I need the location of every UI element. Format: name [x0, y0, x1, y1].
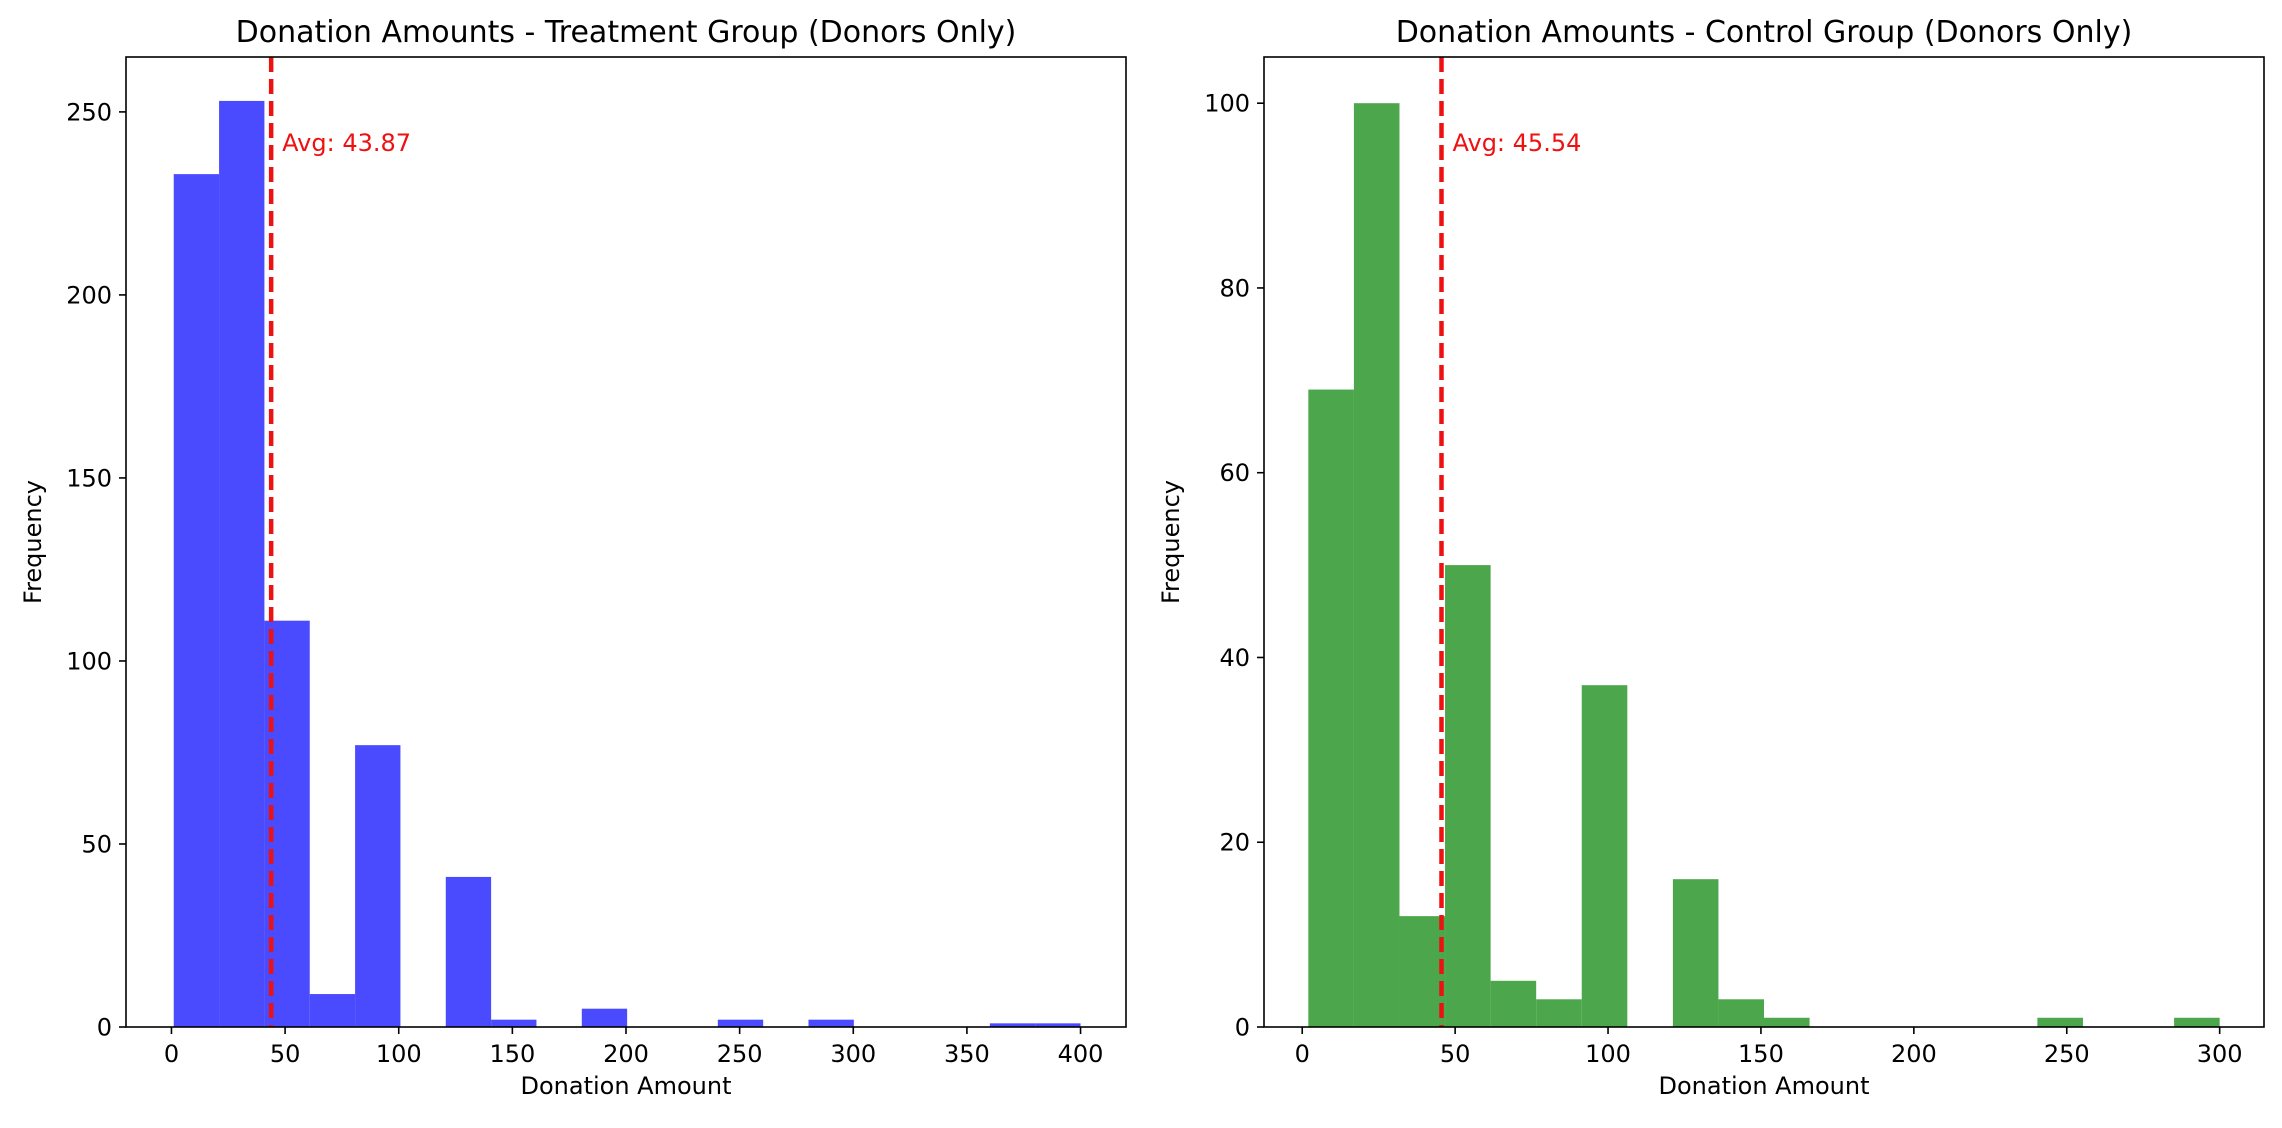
chart-2-bar-3	[1399, 916, 1446, 1027]
chart-2-bar-9	[1672, 879, 1719, 1027]
chart-2-bar-10	[1718, 999, 1764, 1027]
chart-1-x-tick-label-1: 0	[164, 1040, 179, 1068]
chart-1-x-tick-label-9: 400	[1058, 1040, 1104, 1068]
chart-1-bar-10	[581, 1008, 628, 1027]
chart-1-bar-13	[717, 1019, 764, 1027]
chart-2-bar-17	[2037, 1017, 2083, 1027]
chart-1-x-tick-label-6: 250	[717, 1040, 763, 1068]
chart-2-x-tick-label-2: 50	[1440, 1040, 1471, 1068]
chart-1-y-tick-label-4: 150	[66, 464, 112, 492]
chart-2-bars	[1308, 103, 2220, 1027]
chart-1-y-tick-label-2: 50	[81, 830, 112, 858]
chart-1-bar-15	[808, 1019, 854, 1027]
chart-1-x-tick-label-4: 150	[489, 1040, 535, 1068]
chart-1-y-tick-label-3: 100	[66, 647, 112, 675]
chart-2-bar-4	[1445, 565, 1491, 1027]
chart-2-x-tick-label-7: 300	[2197, 1040, 2243, 1068]
chart-2-title: Donation Amounts - Control Group (Donors…	[1396, 15, 2133, 50]
chart-1-x-tick-label-3: 100	[376, 1040, 422, 1068]
chart-2-x-tick-label-1: 0	[1295, 1040, 1310, 1068]
chart-2-bar-6	[1536, 999, 1582, 1027]
chart-1-y-tick-label-5: 200	[66, 281, 112, 309]
chart-2-y-tick-label-4: 60	[1219, 459, 1250, 487]
chart-1-bars	[173, 100, 1081, 1028]
chart-1-bar-4	[309, 994, 356, 1027]
chart-1-y-axis-label: Frequency	[19, 480, 47, 604]
chart-2: Avg: 45.54 0 50 100 150 200 250 300 0 20 40 60 80 100…	[1157, 15, 2265, 1100]
chart-2-bar-20	[2174, 1017, 2220, 1027]
chart-1-bar-5	[355, 745, 401, 1027]
chart-2-y-axis-label: Frequency	[1157, 480, 1185, 604]
chart-1-y-tick-label-6: 250	[66, 98, 112, 126]
chart-2-bar-1	[1308, 389, 1354, 1027]
chart-2-mean-label: Avg: 45.54	[1452, 129, 1581, 157]
chart-1-bar-8	[491, 1019, 537, 1027]
chart-1-bar-2	[219, 100, 265, 1028]
chart-1-bar-19	[989, 1023, 1036, 1027]
chart-2-x-tick-label-6: 250	[2044, 1040, 2090, 1068]
chart-1-x-tick-label-5: 200	[603, 1040, 649, 1068]
chart-1-x-tick-label-2: 50	[270, 1040, 301, 1068]
chart-1-bar-7	[445, 876, 492, 1027]
chart-1-mean-label: Avg: 43.87	[282, 129, 411, 157]
chart-1-y-tick-label-1: 0	[97, 1014, 112, 1042]
chart-1-bar-20	[1035, 1023, 1081, 1027]
chart-2-x-ticks: 0 50 100 150 200 250 300	[1295, 1027, 2243, 1068]
chart-1-x-tick-label-7: 300	[830, 1040, 876, 1068]
chart-2-x-tick-label-5: 200	[1891, 1040, 1937, 1068]
chart-1-x-axis-label: Donation Amount	[521, 1072, 732, 1100]
chart-1-title: Donation Amounts - Treatment Group (Dono…	[236, 15, 1017, 50]
chart-2-bar-2	[1353, 103, 1400, 1027]
chart-2-y-tick-label-5: 80	[1219, 274, 1250, 302]
chart-1-x-tick-label-8: 350	[944, 1040, 990, 1068]
chart-2-y-tick-label-2: 20	[1219, 829, 1250, 857]
chart-1: Avg: 43.87 0 50 100 150 200 250 300 350 400 0 50 100…	[19, 15, 1127, 1100]
chart-2-x-axis-label: Donation Amount	[1659, 1072, 1870, 1100]
chart-2-y-tick-label-1: 0	[1235, 1014, 1250, 1042]
chart-2-bar-11	[1764, 1017, 1810, 1027]
chart-1-x-ticks: 0 50 100 150 200 250 300 350 400	[164, 1027, 1104, 1068]
chart-2-y-tick-label-3: 40	[1219, 644, 1250, 672]
chart-2-axes-frame	[1263, 56, 2265, 1028]
chart-2-y-tick-label-6: 100	[1204, 90, 1250, 118]
chart-1-bar-1	[173, 174, 220, 1027]
chart-2-bar-5	[1490, 980, 1537, 1027]
chart-2-x-tick-label-4: 150	[1738, 1040, 1784, 1068]
chart-2-y-ticks: 0 20 40 60 80 100	[1204, 90, 1264, 1042]
chart-2-bar-7	[1581, 685, 1628, 1027]
chart-1-y-ticks: 0 50 100 150 200 250	[66, 98, 126, 1042]
chart-2-x-tick-label-3: 100	[1585, 1040, 1631, 1068]
